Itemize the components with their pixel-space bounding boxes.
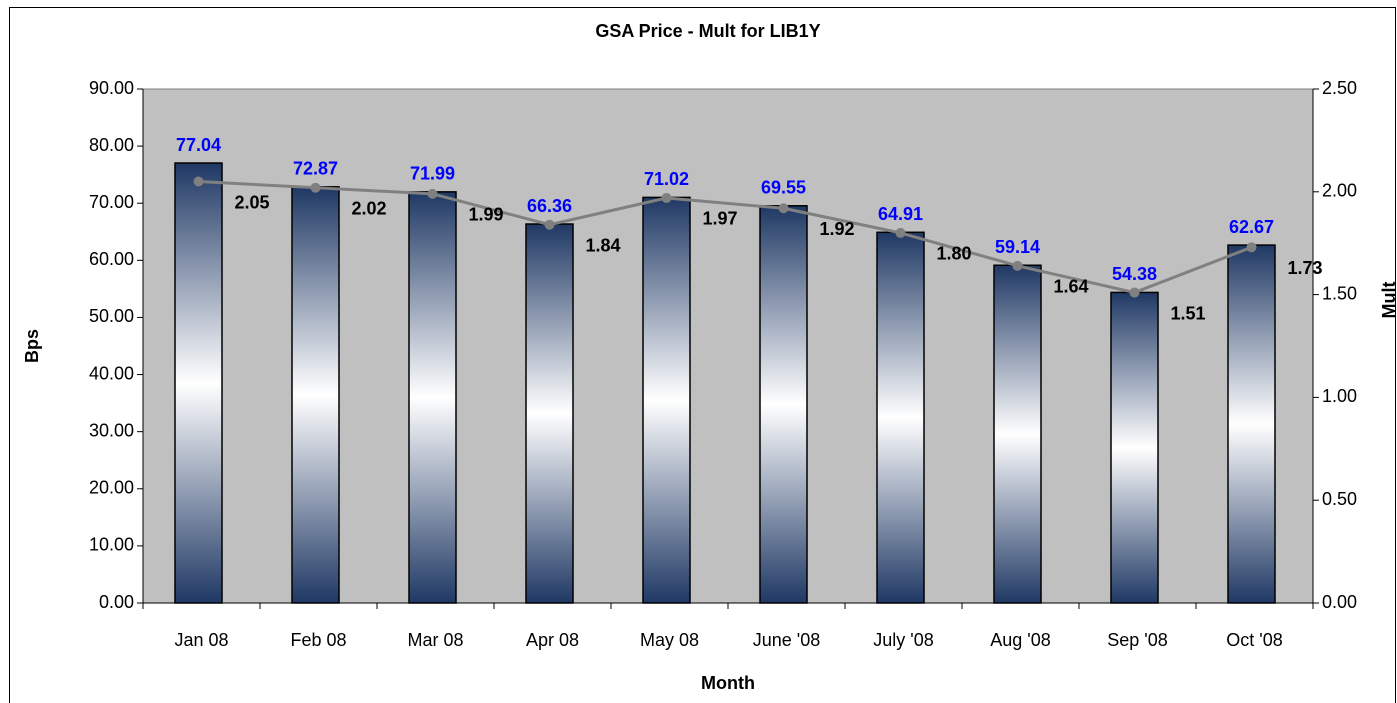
bar [642,196,691,604]
x-tick-label: July '08 [873,630,933,650]
y2-tick-label: 1.50 [1322,283,1357,303]
x-tick-label: Mar 08 [407,630,463,650]
y2-tick-label: 0.00 [1322,592,1357,612]
line-marker [1012,260,1023,271]
x-tick-label: Jan 08 [174,630,228,650]
line-value-label: 1.80 [937,244,972,264]
line-value-label: 1.92 [820,219,855,239]
bar-value-label: 62.67 [1229,217,1274,237]
x-tick-label: June '08 [753,630,821,650]
bar-value-label: 69.55 [761,178,806,198]
x-tick-label: Oct '08 [1226,630,1282,650]
y-tick-label: 60.00 [89,249,134,269]
y2-tick-label: 1.00 [1322,386,1357,406]
line-marker [895,227,906,238]
bar-value-label: 59.14 [995,237,1040,257]
y-tick-label: 80.00 [89,135,134,155]
bar [876,231,925,604]
y2-tick-label: 0.50 [1322,489,1357,509]
bar [1110,291,1159,604]
x-axis-label: Month [701,673,755,693]
y-axis-label: Bps [22,329,42,363]
line-value-label: 1.84 [586,235,621,255]
y2-tick-label: 2.50 [1322,78,1357,98]
bar-value-label: 64.91 [878,204,923,224]
bar [1227,244,1276,604]
bar [759,205,808,604]
line-value-label: 1.51 [1171,303,1206,323]
line-value-label: 2.05 [235,192,270,212]
y-tick-label: 50.00 [89,306,134,326]
bar-value-label: 71.99 [410,164,455,184]
y-tick-label: 70.00 [89,192,134,212]
bar-value-label: 71.02 [644,169,689,189]
bar-value-label: 72.87 [293,159,338,179]
line-value-label: 1.99 [469,205,504,225]
line-marker [661,192,672,203]
bar-value-label: 54.38 [1112,264,1157,284]
line-marker [1129,287,1140,298]
bar [174,162,223,604]
y-tick-label: 0.00 [99,592,134,612]
line-value-label: 2.02 [352,198,387,218]
chart-title: GSA Price - Mult for LIB1Y [595,21,820,41]
line-value-label: 1.73 [1288,258,1323,278]
y2-tick-label: 2.00 [1322,181,1357,201]
bar-value-label: 66.36 [527,196,572,216]
line-marker [427,188,438,199]
x-tick-label: Feb 08 [290,630,346,650]
x-tick-label: May 08 [640,630,699,650]
bar [408,191,457,604]
line-value-label: 1.64 [1054,277,1089,297]
x-tick-label: Apr 08 [526,630,579,650]
y-tick-label: 90.00 [89,78,134,98]
line-marker [310,182,321,193]
line [198,180,1253,295]
y-tick-label: 20.00 [89,478,134,498]
bar [993,264,1042,604]
bar [525,223,574,604]
line-marker [193,176,204,187]
line-marker [544,219,555,230]
y-tick-label: 40.00 [89,363,134,383]
line-marker [778,203,789,214]
bar [291,186,340,604]
y-tick-label: 30.00 [89,420,134,440]
y2-axis-label: Mult [1379,282,1397,319]
x-tick-label: Aug '08 [990,630,1051,650]
bar-value-label: 77.04 [176,135,221,155]
y-tick-label: 10.00 [89,535,134,555]
line-value-label: 1.97 [703,209,738,229]
x-tick-label: Sep '08 [1107,630,1168,650]
line-marker [1246,242,1257,253]
